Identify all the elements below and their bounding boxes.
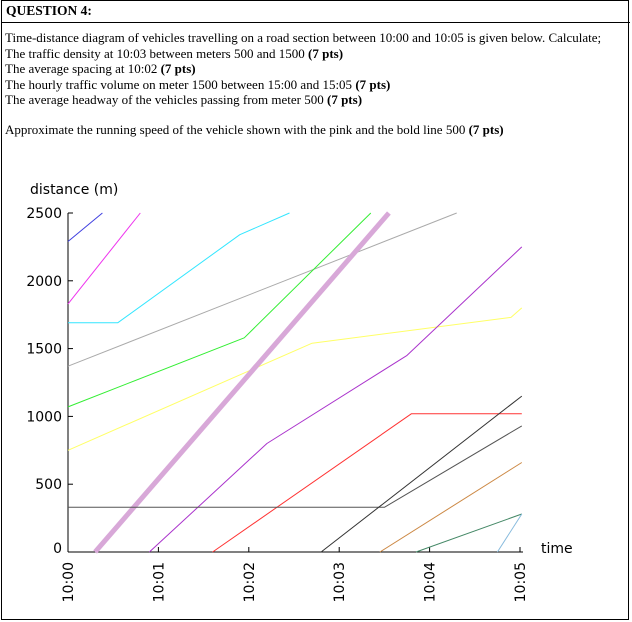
vehicle-trajectory-4: [67, 212, 457, 367]
question-item-3-text: The hourly traffic volume on meter 1500 …: [5, 76, 356, 92]
vehicle-trajectory-2: [67, 212, 141, 305]
question-item-2-text: The average spacing at 10:02: [5, 61, 161, 76]
question-item-2: The average spacing at 10:02 (7 pts): [5, 61, 625, 77]
question-intro: Time-distance diagram of vehicles travel…: [5, 30, 602, 45]
question-body: Time-distance diagram of vehicles travel…: [5, 30, 625, 137]
y-tick-label: 1000: [26, 409, 62, 425]
x-axis-label: time: [541, 541, 573, 557]
vehicle-trajectory-8: [149, 246, 523, 553]
x-tick-label: 10:02: [242, 562, 258, 602]
series-group: [67, 211, 523, 554]
vehicle-trajectory-6: [67, 307, 523, 451]
vehicle-trajectory-7: [93, 211, 391, 554]
question-item-1-pts: (7 pts): [308, 45, 344, 61]
vehicle-trajectory-5: [67, 212, 372, 408]
vehicle-trajectory-10: [68, 425, 523, 508]
x-tick-label: 10:03: [332, 562, 348, 602]
question-item-3-pts: (7 pts): [355, 76, 391, 92]
x-tick-label: 10:05: [513, 562, 529, 602]
y-tick-label: 2000: [26, 274, 62, 290]
y-tick-label: 2500: [26, 206, 62, 222]
question-last-pts: (7 pts): [468, 121, 504, 137]
x-tick-label: 10:00: [61, 562, 77, 602]
vehicle-trajectory-1: [67, 212, 103, 242]
axes: 0 500 1000 1500 2000 2500 10:00 10:01 10:02 10:03…: [26, 206, 529, 602]
question-item-2-pts: (7 pts): [160, 61, 196, 76]
question-item-1-text: The traffic density at 10:03 between met…: [5, 45, 309, 61]
question-title: QUESTION 4:: [2, 1, 630, 23]
question-item-3: The hourly traffic volume on meter 1500 …: [5, 77, 625, 93]
y-tick-label: 500: [35, 477, 62, 493]
question-item-1: The traffic density at 10:03 between met…: [5, 46, 625, 62]
question-item-4-pts: (7 pts): [327, 92, 363, 107]
question-last-text: Approximate the running speed of the veh…: [5, 121, 469, 137]
question-item-4: The average headway of the vehicles pass…: [5, 92, 625, 108]
vehicle-trajectory-14: [496, 513, 523, 553]
question-last: Approximate the running speed of the veh…: [5, 122, 625, 138]
x-tick-label: 10:01: [151, 562, 167, 602]
y-tick-label: 1500: [26, 342, 62, 358]
vehicle-trajectory-13: [415, 513, 522, 553]
vehicle-trajectory-3: [68, 212, 290, 324]
y-axis-label: distance (m): [30, 182, 118, 198]
x-tick-label: 10:04: [423, 562, 439, 602]
y-tick-label: 0: [53, 541, 62, 557]
vehicle-trajectory-12: [379, 462, 523, 553]
question-item-4-text: The average headway of the vehicles pass…: [5, 92, 327, 107]
vehicle-trajectory-11: [320, 395, 523, 553]
vehicle-trajectory-9: [212, 413, 522, 553]
